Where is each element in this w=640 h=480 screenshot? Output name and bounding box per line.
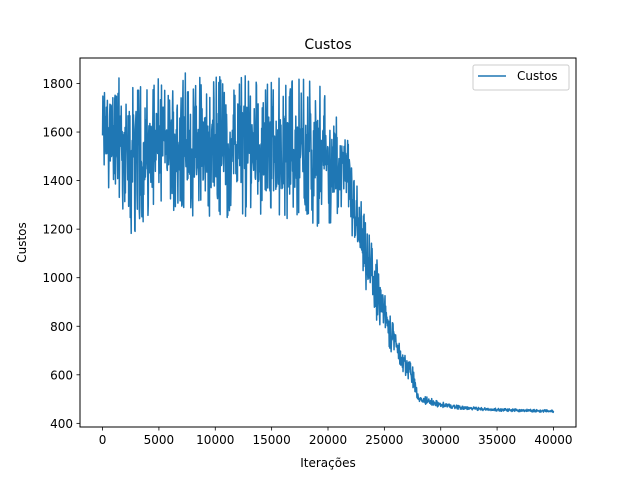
series-line-custos (101, 72, 555, 414)
legend: Custos (472, 64, 570, 91)
x-tick-label: 25000 (365, 433, 403, 447)
y-tick-label: 1400 (42, 174, 73, 188)
y-tick-label: 1800 (42, 77, 73, 91)
x-tick-label: 10000 (196, 433, 234, 447)
chart-title: Custos (304, 37, 351, 53)
y-tick-label: 400 (50, 417, 73, 431)
x-axis-label: Iterações (300, 456, 356, 470)
y-axis-label: Custos (15, 222, 29, 263)
series-layer (101, 72, 555, 414)
x-tick-label: 15000 (253, 433, 291, 447)
y-tick-label: 1000 (42, 271, 73, 285)
x-tick-label: 35000 (478, 433, 516, 447)
y-tick-label: 1200 (42, 223, 73, 237)
y-tick-label: 600 (50, 368, 73, 382)
y-tick-label: 1600 (42, 126, 73, 140)
y-axis: 400 600 800 1000 1200 1400 1600 1800 (42, 77, 80, 431)
y-tick-label: 800 (50, 320, 73, 334)
legend-label: Custos (517, 69, 558, 83)
legend-box (472, 64, 570, 91)
x-tick-label: 5000 (144, 433, 175, 447)
x-tick-label: 0 (99, 433, 107, 447)
x-tick-label: 20000 (309, 433, 347, 447)
x-tick-label: 30000 (422, 433, 460, 447)
x-tick-label: 40000 (534, 433, 572, 447)
x-axis: 0 5000 10000 15000 20000 25000 30000 35000 40000 (99, 427, 573, 447)
